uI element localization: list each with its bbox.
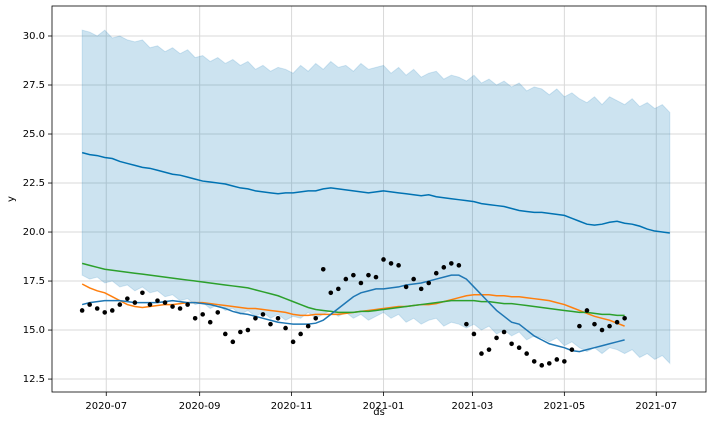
data-point [328, 290, 334, 296]
data-point [411, 276, 416, 282]
data-point [539, 363, 545, 368]
data-point [268, 321, 273, 327]
y-tick-label: 12.5 [23, 374, 45, 385]
x-tick-label: 2021-07 [635, 401, 677, 412]
y-tick-label: 25.0 [23, 129, 45, 140]
uncertainty-band [81, 29, 671, 365]
data-point [592, 321, 597, 327]
line [81, 151, 670, 234]
data-point [554, 357, 560, 362]
data-point [479, 351, 484, 356]
data-point [524, 351, 529, 356]
data-point [441, 265, 447, 270]
y-tick-label: 17.5 [23, 276, 45, 287]
plot-frame [51, 5, 707, 393]
data-point [79, 308, 85, 313]
data-point [358, 280, 364, 286]
data-point [366, 272, 371, 278]
data-point [418, 286, 424, 292]
data-point [531, 359, 537, 364]
data-point [464, 321, 469, 327]
data-point [351, 272, 356, 278]
data-point [238, 329, 243, 335]
data-point [207, 319, 213, 325]
data-point [313, 315, 319, 321]
data-point [433, 270, 439, 276]
line [81, 262, 625, 317]
data-point [516, 345, 522, 350]
data-point [449, 261, 454, 266]
data-point [343, 276, 349, 282]
y-tick-label: 27.5 [23, 80, 45, 91]
data-point [396, 263, 401, 268]
x-tick-label: 2020-11 [271, 401, 313, 412]
data-point [102, 310, 108, 315]
data-point [614, 319, 620, 325]
data-point [569, 347, 575, 352]
data-point [170, 304, 175, 309]
y-tick-label: 15.0 [23, 325, 45, 336]
data-point [192, 315, 198, 321]
x-tick-label: 2020-07 [85, 401, 127, 412]
data-point [305, 323, 311, 329]
data-point [494, 335, 499, 341]
data-point [200, 312, 205, 317]
data-point [177, 306, 183, 311]
data-point [132, 300, 138, 305]
data-point [388, 261, 394, 266]
y-tick-label: 30.0 [23, 31, 45, 42]
data-point [381, 257, 386, 262]
data-point [486, 347, 492, 352]
data-point [215, 310, 221, 315]
data-point [471, 331, 477, 337]
data-point [109, 308, 115, 313]
y-axis-label: y [6, 196, 17, 202]
data-point [562, 359, 567, 364]
data-point [599, 327, 605, 333]
data-point [185, 302, 190, 307]
data-point [373, 274, 379, 280]
data-point [230, 339, 236, 345]
data-point [426, 280, 432, 286]
data-point [501, 329, 507, 335]
data-point [546, 361, 552, 366]
data-point [94, 306, 100, 311]
data-point [336, 286, 341, 292]
data-point [320, 266, 326, 272]
data-point [260, 312, 266, 317]
data-point [509, 341, 514, 347]
y-tick-label: 20.0 [23, 227, 45, 238]
data-point [290, 339, 296, 345]
x-tick-label: 2021-03 [452, 401, 494, 412]
data-point [147, 302, 153, 307]
data-point [253, 315, 258, 321]
data-point [117, 302, 123, 307]
data-point [456, 263, 462, 268]
x-tick-label: 2021-05 [543, 401, 585, 412]
data-point [577, 323, 582, 329]
data-point [245, 327, 251, 333]
x-tick-label: 2021-01 [363, 401, 405, 412]
data-point [283, 325, 288, 331]
data-point [584, 308, 590, 313]
x-axis-label: ds [373, 407, 385, 418]
data-point [155, 298, 160, 303]
y-tick-label: 22.5 [23, 178, 45, 189]
data-point [298, 331, 303, 337]
data-point [275, 315, 281, 321]
data-point [125, 296, 130, 301]
data-point [403, 284, 409, 290]
data-point [222, 331, 228, 337]
x-tick-label: 2020-09 [179, 401, 221, 412]
data-point [87, 302, 92, 307]
line [81, 274, 625, 353]
data-point [162, 300, 168, 305]
data-point [607, 323, 612, 329]
data-point [622, 315, 627, 321]
data-point [140, 290, 145, 296]
